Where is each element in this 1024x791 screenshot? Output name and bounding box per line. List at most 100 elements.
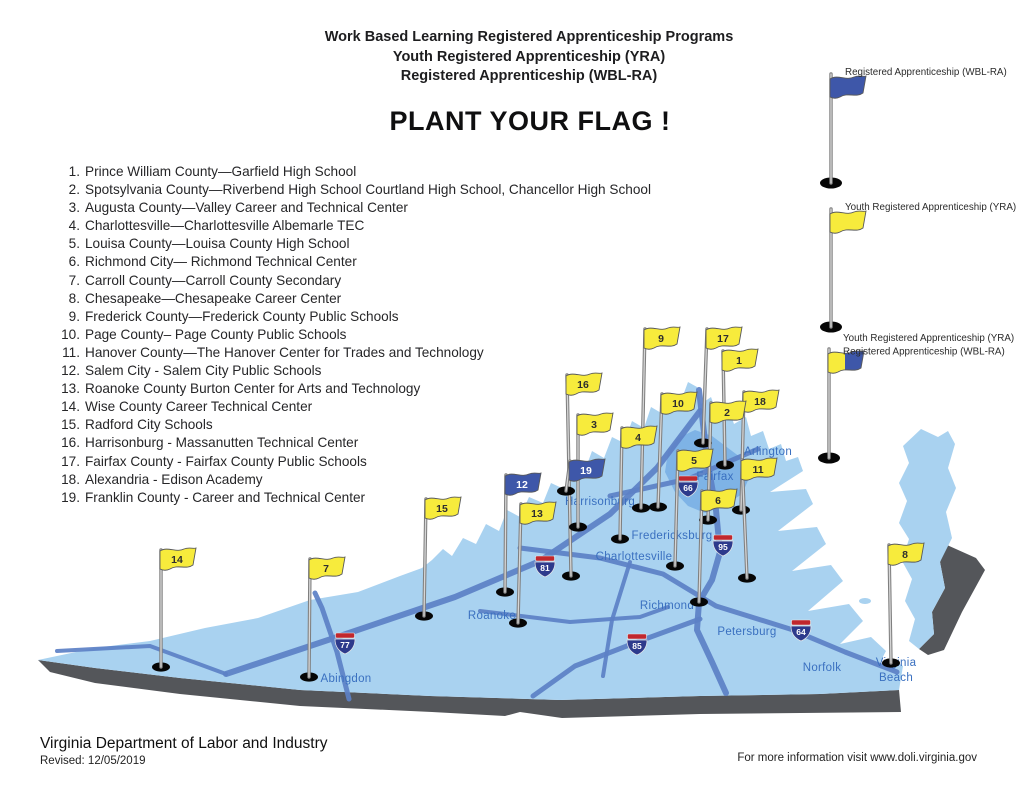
list-item: 17. Fairfax County - Fairfax County Publi… [56,453,651,471]
city-label-fredericksburg: Fredericksburg [632,530,713,542]
header-line-1: Work Based Learning Registered Apprentic… [324,29,734,45]
list-item-number: 14. [61,399,80,415]
list-item: 5. Louisa County—Louisa County High Schoo… [56,235,651,253]
city-label-harrisonburg: Harrisonburg [565,496,635,508]
location-list: 1. Prince William County—Garfield High Sc… [56,163,651,507]
highway-line [312,590,352,702]
bay-island [846,618,856,624]
city-label-roanoke: Roanoke [468,610,516,622]
flag-number: 1 [736,355,742,367]
list-item-label: Prince William County—Garfield High Scho… [85,164,357,179]
list-item: 11. Hanover County—The Hanover Center for… [56,344,651,362]
legend-item-1: Registered Apprenticeship (WBL-RA) [820,67,1007,189]
city-label-fairfax: Fairfax [696,471,733,483]
list-item: 7. Carroll County—Carroll County Secondar… [56,272,651,290]
list-item-label: Wise County Career Technical Center [85,399,313,415]
legend-item-3: Youth Registered Apprenticeship (YRA) Reg… [818,333,1014,464]
list-item: 9. Frederick County—Frederick County Publ… [56,308,651,326]
flag-number: 8 [902,549,908,561]
map-flag-8: 8 [887,542,925,566]
highway-line [55,644,228,676]
list-item-number: 16. [61,435,80,451]
footer-organization: Virginia Department of Labor and Industr… [40,735,328,752]
legend-label: Youth Registered Apprenticeship (YRA) [845,202,1016,213]
list-item: 14. Wise County Career Technical Center [56,398,651,416]
list-item: 2. Spotsylvania County—Riverbend High Sch… [56,181,651,199]
city-label-arlington: Arlington [744,446,792,458]
map-flag-18: 18 [742,389,780,413]
map-flag-11: 11 [740,457,778,481]
list-item: 8. Chesapeake—Chesapeake Career Center [56,290,651,308]
flag-number: 12 [516,479,528,491]
shield-number: 81 [540,563,550,573]
list-item-number: 18. [61,471,80,487]
list-item-label: Franklin County - Career and Technical C… [85,489,366,505]
city-label-petersburg: Petersburg [717,626,776,638]
flag-number: 15 [436,503,448,515]
list-item-number: 11. [62,344,80,360]
shield-number: 64 [796,627,806,637]
highway-line [478,605,670,624]
list-item-label: Carroll County—Carroll County Secondary [85,272,342,288]
list-item-number: 8. [68,290,80,306]
flag-number: 17 [717,333,729,345]
map-flag-17: 17 [705,326,743,350]
list-item-label: Chesapeake—Chesapeake Career Center [85,290,342,306]
list-item-number: 7. [68,272,80,288]
map-3d-slab [38,660,901,718]
list-item-number: 9. [68,308,80,324]
footer-info-link: For more information visit www.doli.virg… [737,752,977,764]
legend-item-2: Youth Registered Apprenticeship (YRA) [820,202,1016,333]
map-flag-3: 3 [576,412,614,436]
map-flag-13: 13 [519,501,557,525]
list-item-number: 3. [68,200,80,216]
list-item: 4. Charlottesville—Charlottesville Albema… [56,217,651,235]
list-item-label: Spotsylvania County—Riverbend High Schoo… [85,182,651,198]
list-item-number: 4. [68,218,80,234]
flags: 9 17 1 16 18 10 2 3 4 5 11 19 12 6 15 13 8 14 7 [159,326,925,580]
list-item-number: 12. [61,363,80,379]
flag-number: 2 [724,407,730,419]
interstate-shield-64: 64 [790,619,812,642]
list-item-label: Radford City Schools [85,417,213,433]
map-flag-1: 1 [721,348,759,372]
city-label-abingdon: Abingdon [321,673,372,685]
map-flag-7: 7 [308,556,346,580]
list-item: 18. Alexandria - Edison Academy [56,471,651,489]
list-item-number: 17. [61,453,80,469]
list-item-label: Augusta County—Valley Career and Technic… [85,200,408,216]
header-line-3: Registered Apprenticeship (WBL-RA) [400,68,658,84]
map-flag-2: 2 [709,400,747,424]
list-item-number: 13. [61,381,80,397]
map-flag-6: 6 [700,488,738,512]
shield-number: 66 [683,483,693,493]
flag-number: 14 [171,554,183,566]
list-item: 10. Page County– Page County Public Schoo… [56,326,651,344]
list-item-label: Hanover County—The Hanover Center for Tr… [85,344,484,360]
list-item: 3. Augusta County—Valley Career and Techn… [56,199,651,217]
map-flag-10: 10 [660,391,698,415]
list-item-number: 10. [61,326,80,342]
shield-number: 95 [718,542,728,552]
eastern-shore [899,429,956,649]
map-flag-16: 16 [565,372,603,396]
list-item-label: Page County– Page County Public Schools [85,326,347,342]
flag-number: 7 [323,563,329,575]
page-title: PLANT YOUR FLAG ! [389,106,671,136]
map-flag-14: 14 [159,547,197,571]
flag-number: 19 [580,465,592,477]
list-item: 19. Franklin County - Career and Technica… [56,489,651,507]
highway-line [517,545,900,675]
list-item: 13. Roanoke County Burton Center for Arts… [56,380,651,398]
map-flag-12: 12 [504,472,542,496]
list-item: 6. Richmond City— Richmond Technical Cent… [56,253,651,271]
list-item-number: 1. [68,164,80,179]
interstate-shield-77: 77 [334,632,356,655]
interstate-shield-81: 81 [534,555,556,578]
list-item-label: Salem City - Salem City Public Schools [85,363,322,379]
legend-label: Registered Apprenticeship (WBL-RA) [843,347,1005,358]
map-flag-5: 5 [676,448,714,472]
flag-number: 9 [658,333,664,345]
shield-number: 85 [632,641,642,651]
list-item-number: 15. [61,417,80,433]
